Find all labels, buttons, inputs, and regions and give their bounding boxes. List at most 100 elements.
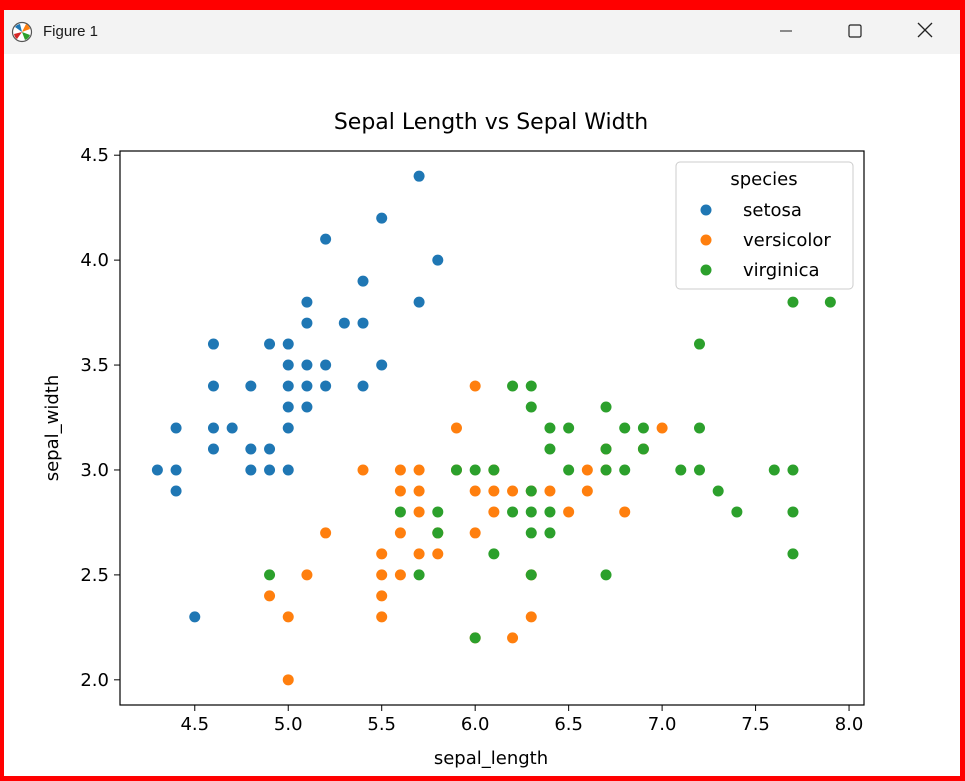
data-point-setosa [376,359,388,371]
data-point-virginica [563,464,575,476]
data-point-setosa [207,338,219,350]
y-tick-label: 2.0 [80,670,109,691]
legend-label-setosa: setosa [743,200,802,221]
x-tick-label: 7.0 [648,714,677,735]
scatter-chart: Sepal Length vs Sepal Width 4.5 5.0 5.5 6.0… [42,110,865,769]
data-point-versicolor [376,548,388,560]
data-point-versicolor [394,527,406,539]
data-point-versicolor [413,506,425,518]
data-point-virginica [488,548,500,560]
data-point-virginica [693,464,705,476]
title-bar[interactable]: Figure 1 [4,10,960,54]
data-point-setosa [189,611,201,623]
data-point-versicolor [413,548,425,560]
data-point-setosa [282,338,294,350]
data-point-setosa [170,485,182,497]
data-point-setosa [301,296,313,308]
legend-marker-virginica [700,264,712,276]
data-point-versicolor [507,632,519,644]
legend-label-versicolor: versicolor [743,230,831,251]
data-point-versicolor [469,380,481,392]
data-point-setosa [301,317,313,329]
x-tick-label: 5.5 [367,714,396,735]
data-point-setosa [264,443,276,455]
data-point-virginica [712,485,724,497]
x-tick-label: 4.5 [180,714,209,735]
data-point-setosa [320,380,332,392]
figure-canvas[interactable]: Sepal Length vs Sepal Width 4.5 5.0 5.5 6.0… [4,54,960,776]
legend-marker-setosa [700,204,712,216]
x-tick-label: 5.0 [274,714,303,735]
y-tick-label: 4.5 [80,145,109,166]
data-point-setosa [357,317,369,329]
data-point-setosa [413,296,425,308]
data-point-versicolor [488,485,500,497]
data-point-versicolor [282,611,294,623]
data-point-setosa [207,422,219,434]
y-tick-label: 4.0 [80,250,109,271]
data-point-virginica [824,296,836,308]
data-point-setosa [207,443,219,455]
data-point-versicolor [376,590,388,602]
data-point-setosa [357,380,369,392]
axes-frame [119,150,865,706]
data-point-virginica [432,527,444,539]
data-point-versicolor [581,464,593,476]
data-point-setosa [151,464,163,476]
data-point-virginica [787,548,799,560]
data-point-setosa [245,464,257,476]
data-point-virginica [637,422,649,434]
data-point-setosa [320,233,332,245]
legend-marker-versicolor [700,234,712,246]
legend-title: species [730,169,797,190]
data-point-setosa [282,422,294,434]
legend-label-virginica: virginica [743,260,820,281]
data-point-virginica [693,422,705,434]
data-point-setosa [338,317,350,329]
x-tick-label: 6.5 [554,714,583,735]
data-point-versicolor [563,506,575,518]
y-tick-label: 3.5 [80,355,109,376]
data-point-versicolor [282,674,294,686]
data-point-setosa [282,359,294,371]
x-tick-label: 8.0 [835,714,864,735]
data-point-virginica [507,380,519,392]
data-point-virginica [432,506,444,518]
data-point-setosa [301,380,313,392]
data-point-versicolor [413,485,425,497]
data-point-setosa [432,254,444,266]
data-point-virginica [525,506,537,518]
data-point-virginica [488,464,500,476]
data-point-virginica [394,506,406,518]
data-point-setosa [301,359,313,371]
close-button[interactable] [890,10,960,54]
data-point-virginica [507,506,519,518]
data-point-versicolor [376,611,388,623]
data-point-virginica [768,464,780,476]
data-point-virginica [619,464,631,476]
data-point-virginica [600,569,612,581]
minimize-button[interactable] [751,10,821,54]
data-point-versicolor [450,422,462,434]
data-point-virginica [525,569,537,581]
data-point-setosa [376,212,388,224]
data-point-versicolor [619,506,631,518]
x-tick-label: 7.5 [741,714,770,735]
data-point-virginica [600,443,612,455]
data-point-versicolor [394,569,406,581]
x-axis-label: sepal_length [434,748,548,769]
data-point-versicolor [469,485,481,497]
data-point-setosa [207,380,219,392]
data-point-setosa [264,338,276,350]
data-point-setosa [170,464,182,476]
data-point-setosa [301,401,313,413]
data-point-virginica [637,443,649,455]
data-point-virginica [693,338,705,350]
data-point-versicolor [413,464,425,476]
figure-window: Figure 1 Sepal Length vs Sepal Width 4.5… [4,10,960,776]
minimize-icon [779,23,793,42]
data-point-versicolor [394,464,406,476]
data-point-virginica [544,527,556,539]
data-point-virginica [469,632,481,644]
maximize-button[interactable] [820,10,890,54]
